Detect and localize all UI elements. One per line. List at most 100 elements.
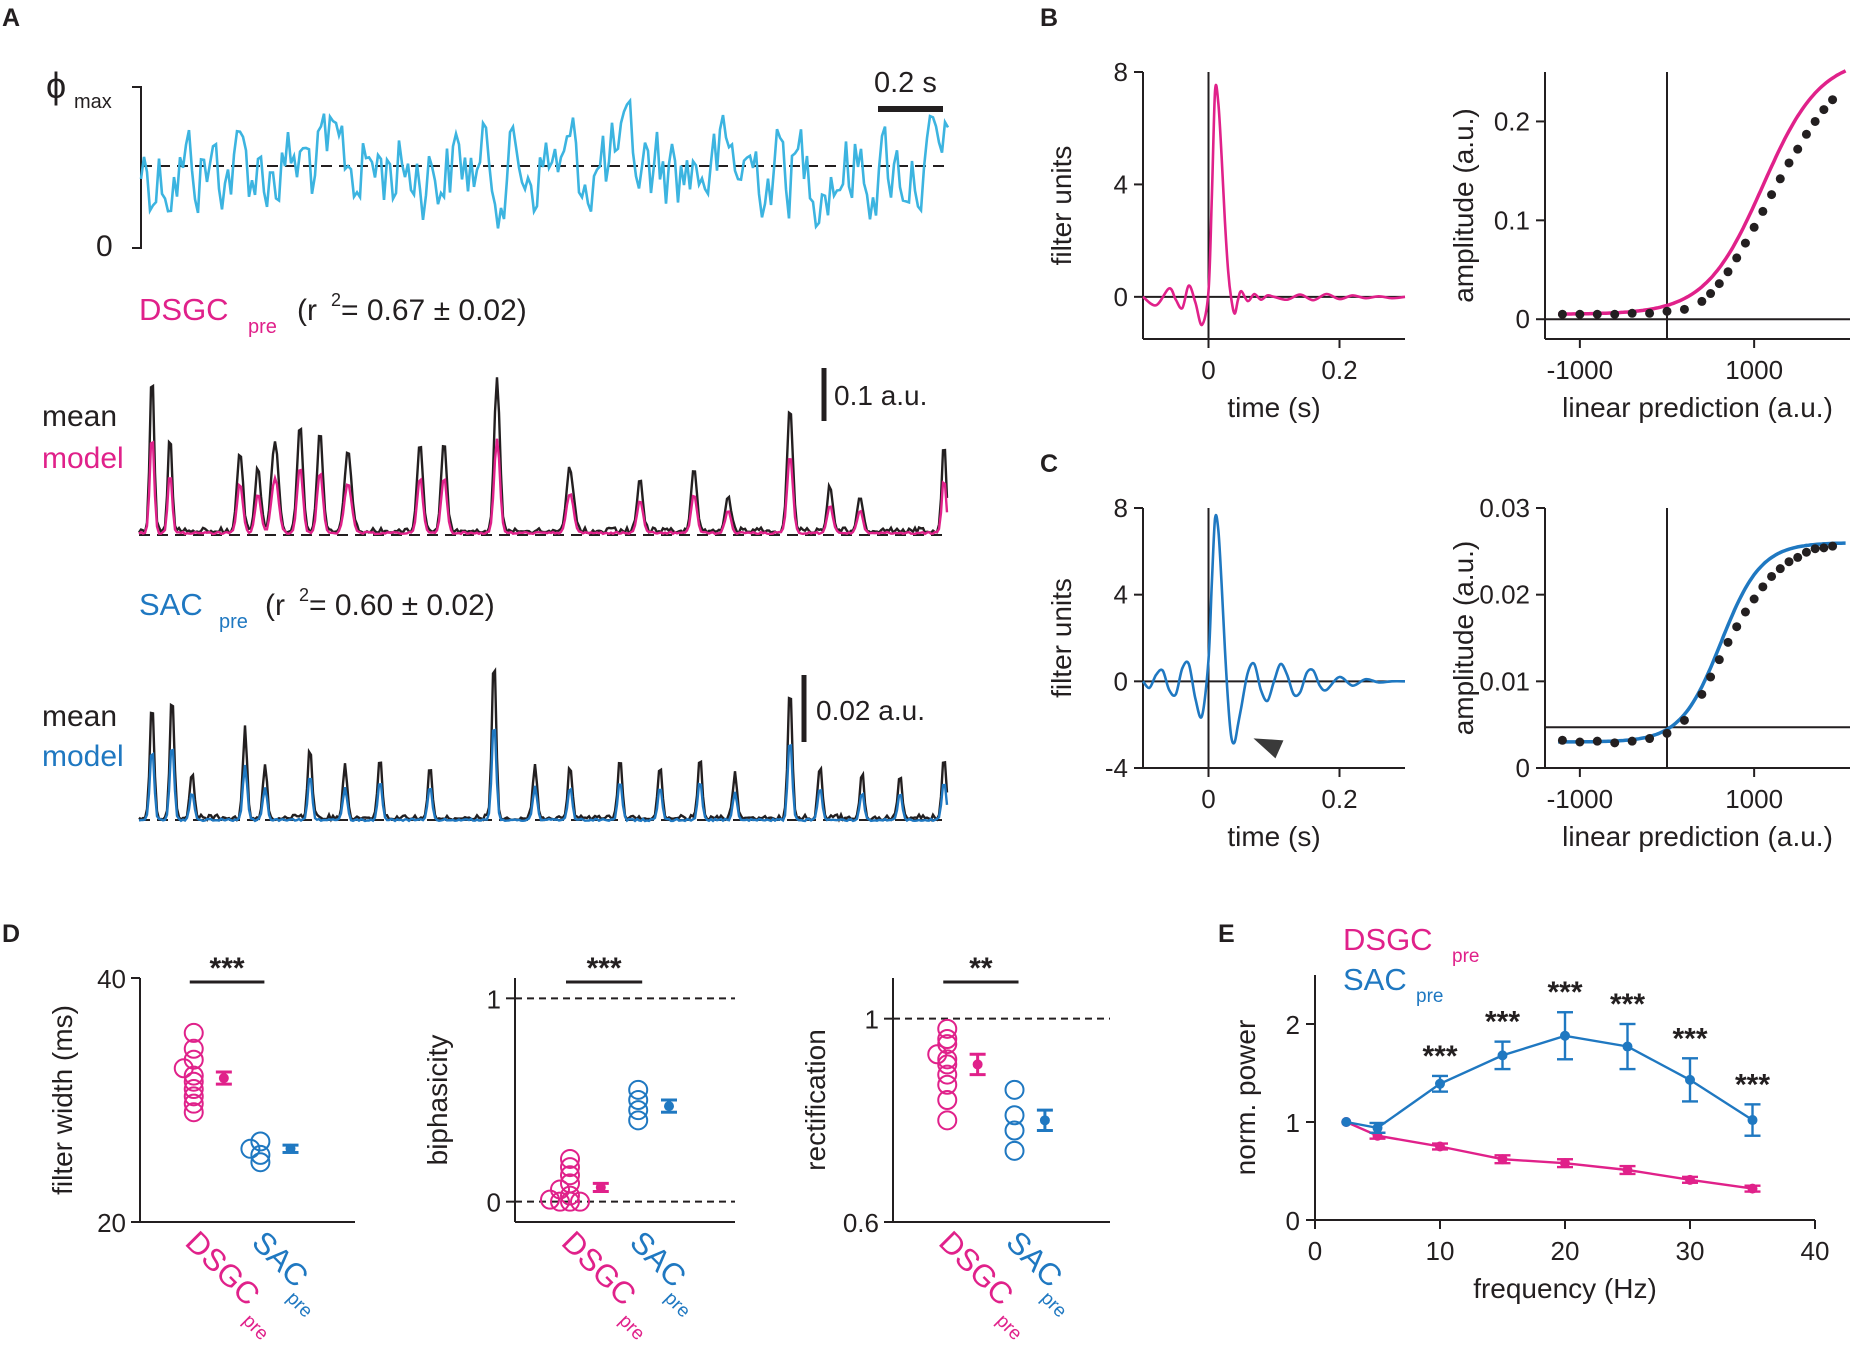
data-point xyxy=(1828,541,1838,551)
significance-stars: *** xyxy=(1672,1022,1707,1055)
data-point xyxy=(1732,622,1742,632)
data-point xyxy=(1697,296,1707,306)
x-tick-label: -1000 xyxy=(1547,784,1614,814)
data-point xyxy=(1645,308,1655,318)
data-point xyxy=(1714,655,1724,665)
individual-point xyxy=(1004,1120,1025,1141)
x-tick-label: 10 xyxy=(1426,1236,1455,1266)
y-axis-label: filter units xyxy=(1046,578,1077,698)
data-point xyxy=(1732,253,1742,263)
data-point xyxy=(1622,1165,1633,1176)
data-point xyxy=(1819,543,1829,553)
individual-point xyxy=(937,1110,958,1131)
y-axis-label: amplitude (a.u.) xyxy=(1448,108,1479,303)
individual-point xyxy=(937,1074,958,1095)
data-point xyxy=(1749,594,1759,604)
y-tick-label: 4 xyxy=(1114,580,1128,610)
y-tick-label: 0.01 xyxy=(1479,666,1530,696)
data-point xyxy=(1793,552,1803,562)
data-point xyxy=(1747,1115,1758,1126)
individual-point xyxy=(183,1086,204,1107)
panel-letter-d: D xyxy=(2,920,20,948)
individual-point xyxy=(560,1165,580,1186)
filter-curve xyxy=(1142,83,1406,327)
x-tick-label: -1000 xyxy=(1547,355,1614,385)
x-tick-label: 20 xyxy=(1551,1236,1580,1266)
significance-stars: *** xyxy=(1735,1068,1770,1101)
significance-stars: *** xyxy=(1547,976,1582,1009)
legend-entry: SAC xyxy=(1343,962,1407,997)
x-tick-label: 0.2 xyxy=(1321,784,1357,814)
y-tick-label: 0 xyxy=(487,1188,501,1218)
dsgc-scalebar-label: 0.1 a.u. xyxy=(834,380,927,411)
mean-marker xyxy=(664,1101,674,1112)
sac-r2-open: (r xyxy=(265,589,285,622)
individual-point xyxy=(550,1179,570,1200)
data-point xyxy=(1767,571,1777,581)
y-axis-label: filter width (ms) xyxy=(47,1005,78,1195)
x-tick-label: 0 xyxy=(1308,1236,1322,1266)
data-point xyxy=(1758,206,1768,216)
significance-stars: *** xyxy=(1610,988,1645,1021)
data-point xyxy=(1560,1030,1570,1041)
sac-scalebar-label: 0.02 a.u. xyxy=(816,695,925,726)
individual-point xyxy=(937,1049,958,1070)
individual-point xyxy=(250,1144,271,1165)
data-point xyxy=(1775,564,1785,574)
panel-c-filter-plot: 0 0.2 -4 0 4 8 time (s) filter units xyxy=(1046,493,1406,852)
category-label-sub: pre xyxy=(238,1310,272,1344)
series-line xyxy=(1346,1034,1754,1130)
y-tick-label: 0 xyxy=(1516,753,1530,783)
data-point xyxy=(1706,289,1716,299)
data-point xyxy=(1497,1050,1508,1061)
data-point xyxy=(1723,637,1733,647)
data-point xyxy=(1679,715,1689,725)
panel-b-filter-plot: 0 0.2 0 4 8 time (s) filter units xyxy=(1046,57,1406,423)
data-point xyxy=(1810,544,1820,554)
phi-max-symbol: ϕ xyxy=(46,65,66,106)
data-point xyxy=(1575,309,1585,319)
x-axis-label: frequency (Hz) xyxy=(1473,1273,1657,1304)
dsgc-trace-title: DSGC xyxy=(139,292,229,327)
y-tick-label: 0 xyxy=(1516,304,1530,334)
mean-marker xyxy=(218,1073,229,1084)
phi-max-subscript: max xyxy=(74,91,112,113)
y-tick-label: 20 xyxy=(97,1208,126,1238)
data-point xyxy=(1627,736,1637,746)
data-point xyxy=(1627,308,1637,318)
individual-point xyxy=(240,1138,261,1159)
arrowhead-marker xyxy=(1253,738,1284,759)
sac-model-trace xyxy=(138,728,949,823)
y-axis-label: biphasicity xyxy=(422,1035,453,1166)
data-point xyxy=(1685,1174,1695,1185)
x-tick-label: 1000 xyxy=(1725,784,1783,814)
individual-point xyxy=(560,1157,580,1178)
sac-legend-mean: mean xyxy=(42,700,117,733)
data-point xyxy=(1645,734,1655,744)
data-point xyxy=(1610,309,1620,319)
data-point xyxy=(1557,735,1567,745)
individual-point xyxy=(937,1054,958,1075)
data-point xyxy=(1767,190,1777,200)
data-point xyxy=(1622,1041,1633,1052)
y-tick-label: 0.2 xyxy=(1494,106,1530,136)
data-point xyxy=(1714,279,1724,289)
individual-point xyxy=(570,1191,590,1212)
y-tick-label: 0 xyxy=(1114,666,1128,696)
legend-entry: DSGC xyxy=(1343,922,1433,957)
dsgc-model-trace xyxy=(138,438,949,536)
individual-point xyxy=(937,1034,958,1055)
panel-e-power-plot: 0 10 20 30 40 0 1 2 frequency (Hz) norm. power ***… xyxy=(1230,922,1829,1304)
y-tick-label: 4 xyxy=(1114,169,1128,199)
x-tick-label: 40 xyxy=(1801,1236,1830,1266)
dsgc-legend-mean: mean xyxy=(42,400,117,433)
y-tick-label: -4 xyxy=(1105,753,1128,783)
y-tick-label: 40 xyxy=(97,964,126,994)
mean-marker xyxy=(595,1182,606,1193)
category-label-sub: pre xyxy=(660,1288,694,1322)
individual-point xyxy=(183,1049,204,1070)
data-point xyxy=(1497,1154,1508,1165)
y-tick-label: 1 xyxy=(865,1005,879,1035)
y-axis-label: rectification xyxy=(800,1029,831,1171)
mean-marker xyxy=(285,1143,296,1154)
